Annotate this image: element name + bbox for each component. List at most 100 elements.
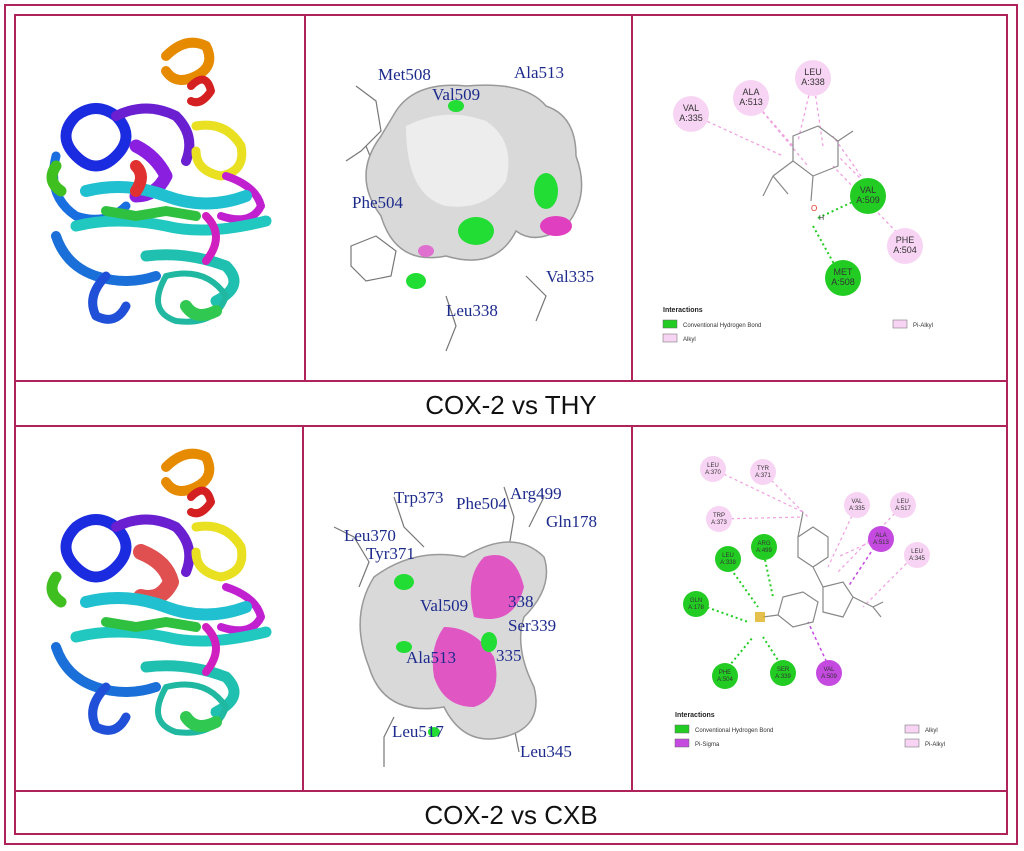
residue-name: SER <box>777 667 790 673</box>
row2-binding-pocket-surface: Trp373 Phe504 Arg499 Gln178 Leu370 Tyr37… <box>304 427 631 790</box>
row1-col-divider-2 <box>631 16 633 381</box>
row1-pocket-labels: Met508 Val509 Ala513 Phe504 Val335 Leu33… <box>352 63 594 320</box>
residue-disc: PHE A:504 <box>712 663 738 689</box>
pocket-label: Ala513 <box>514 63 564 82</box>
residue-name: MET <box>834 267 854 277</box>
figure-inner-frame <box>14 14 1008 835</box>
pocket-label: 335 <box>496 646 522 665</box>
residue-disc: VAL A:335 <box>673 96 709 132</box>
row2-pocket-labels: Trp373 Phe504 Arg499 Gln178 Leu370 Tyr37… <box>344 484 597 761</box>
residue-name: PHE <box>719 670 731 676</box>
residue-name: PHE <box>896 235 915 245</box>
residue-name: LEU <box>804 67 822 77</box>
residue-id: A:373 <box>711 520 727 526</box>
residue-id: A:370 <box>705 470 721 476</box>
residue-id: A:345 <box>909 556 925 562</box>
residue-name: LEU <box>897 499 909 505</box>
legend-title: Interactions <box>663 307 703 314</box>
residue-disc: LEU A:345 <box>904 542 930 568</box>
row-divider <box>16 425 1006 427</box>
residue-id: A:508 <box>831 277 855 287</box>
row2-col-divider-2 <box>631 427 633 791</box>
residue-id: A:338 <box>720 560 736 566</box>
pocket-label: Val335 <box>546 267 594 286</box>
pocket-label: Met508 <box>378 65 431 84</box>
residue-id: A:335 <box>849 506 865 512</box>
residue-id: A:513 <box>739 97 763 107</box>
residue-name: VAL <box>683 103 699 113</box>
legend-item: Pi-Alkyl <box>913 323 933 329</box>
pocket-label: Leu338 <box>446 301 498 320</box>
interactions-legend: Interactions Conventional Hydrogen Bond … <box>674 712 945 748</box>
residue-disc: LEU A:517 <box>890 492 916 518</box>
row1-col-divider-1 <box>304 16 306 381</box>
hydrogen-atom-label: H <box>819 215 824 222</box>
residue-name: LEU <box>722 553 734 559</box>
residue-name: TRP <box>713 513 725 519</box>
residue-id: A:178 <box>688 605 704 611</box>
residue-id: A:504 <box>893 245 917 255</box>
row2-image-divider <box>16 790 1006 792</box>
row1-image-divider <box>16 380 1006 382</box>
pocket-label: Tyr371 <box>366 544 415 563</box>
pocket-label: Leu517 <box>392 722 444 741</box>
residue-disc: VAL A:335 <box>844 492 870 518</box>
oxygen-atom-label: O <box>811 204 817 213</box>
residue-disc: ALA A:513 <box>733 80 769 116</box>
legend-item: Pi-Alkyl <box>925 742 945 748</box>
residue-disc: GLN A:178 <box>683 591 709 617</box>
residue-id: A:335 <box>679 113 703 123</box>
residue-disc: PHE A:504 <box>887 228 923 264</box>
residue-name: GLN <box>690 598 702 604</box>
legend-item: Alkyl <box>925 728 938 734</box>
legend-item: Alkyl <box>683 337 696 343</box>
residue-id: A:371 <box>755 473 771 479</box>
interactions-legend: Interactions Conventional Hydrogen Bond … <box>662 307 933 343</box>
pocket-label: Arg499 <box>510 484 562 503</box>
residue-disc: SER A:339 <box>770 660 796 686</box>
pocket-label: 338 <box>508 592 534 611</box>
row2-col-divider-1 <box>302 427 304 791</box>
pocket-label: Phe504 <box>456 494 508 513</box>
pocket-label: Val509 <box>420 596 468 615</box>
residue-name: TYR <box>757 466 770 472</box>
residue-id: A:509 <box>821 674 837 680</box>
row2-protein-structure <box>16 427 302 790</box>
pocket-label: Ser339 <box>508 616 556 635</box>
row2-2d-interaction-diagram: LEU A:370 TYR A:371 TRP A:373 VAL A:335 … <box>633 427 1006 790</box>
legend-title: Interactions <box>675 712 715 719</box>
row1-protein-structure <box>16 16 304 380</box>
residue-name: LEU <box>911 549 923 555</box>
residue-disc: TRP A:373 <box>706 506 732 532</box>
row2-caption: COX-2 vs CXB <box>424 800 598 830</box>
row1-caption: COX-2 vs THY <box>425 390 597 420</box>
residue-disc: MET A:508 <box>825 260 861 296</box>
residue-id: A:513 <box>873 540 889 546</box>
figure-outer-frame <box>4 4 1018 845</box>
residue-name: ARG <box>757 541 770 547</box>
row1-binding-pocket-surface: Met508 Val509 Ala513 Phe504 Val335 Leu33… <box>306 16 631 380</box>
pocket-label: Val509 <box>432 85 480 104</box>
residue-id: A:504 <box>717 677 733 683</box>
residue-id: A:499 <box>756 548 772 554</box>
pocket-label: Leu345 <box>520 742 572 761</box>
legend-item: Conventional Hydrogen Bond <box>683 323 761 329</box>
pocket-label: Leu370 <box>344 526 396 545</box>
residue-id: A:517 <box>895 506 911 512</box>
residue-name: VAL <box>824 667 836 673</box>
residue-id: A:509 <box>856 195 880 205</box>
residue-name: VAL <box>860 185 876 195</box>
residue-name: LEU <box>707 463 719 469</box>
residue-disc: ARG A:499 <box>751 534 777 560</box>
residue-disc: LEU A:338 <box>715 546 741 572</box>
residue-id: A:339 <box>775 674 791 680</box>
residue-disc: VAL A:509 <box>850 178 886 214</box>
legend-item: Conventional Hydrogen Bond <box>695 728 773 734</box>
residue-name: ALA <box>875 533 886 539</box>
residue-name: ALA <box>742 87 759 97</box>
residue-id: A:338 <box>801 77 825 87</box>
residue-disc: LEU A:370 <box>700 456 726 482</box>
legend-item: Pi-Sigma <box>695 742 720 748</box>
row1-2d-interaction-diagram: O H VAL A:335 ALA A:513 LEU A:338 VAL A:… <box>633 16 1006 380</box>
residue-disc: ALA A:513 <box>868 526 894 552</box>
